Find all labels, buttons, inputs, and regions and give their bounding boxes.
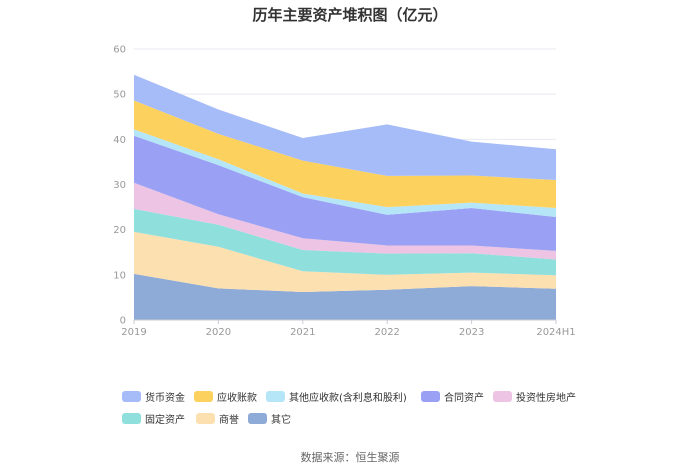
area-series-货币资金[interactable] bbox=[134, 74, 556, 180]
legend-label: 投资性房地产 bbox=[516, 393, 576, 404]
area-series-其它[interactable] bbox=[134, 273, 556, 320]
legend-label: 固定资产 bbox=[145, 415, 185, 426]
chart-title: 历年主要资产堆积图（亿元） bbox=[252, 6, 448, 24]
legend-label: 合同资产 bbox=[444, 393, 484, 404]
legend-label: 货币资金 bbox=[145, 393, 185, 404]
legend-item-投资性房地产[interactable]: 投资性房地产 bbox=[493, 389, 576, 404]
legend-swatch bbox=[196, 413, 215, 424]
area-series-其他应收款(含利息和股利)[interactable] bbox=[134, 129, 556, 217]
y-tick-label: 40 bbox=[113, 135, 126, 146]
y-tick-label: 60 bbox=[113, 45, 126, 56]
legend-label: 商誉 bbox=[219, 415, 239, 426]
legend-label: 应收账款 bbox=[217, 393, 257, 404]
x-tick-label: 2023 bbox=[459, 327, 484, 338]
legend-item-固定资产[interactable]: 固定资产 bbox=[122, 411, 185, 426]
legend-swatch bbox=[194, 391, 213, 402]
legend-item-其他应收款[interactable]: 其他应收款(含利息和股利) bbox=[266, 389, 407, 404]
y-tick-label: 30 bbox=[113, 180, 126, 191]
legend-item-其它[interactable]: 其它 bbox=[248, 411, 291, 426]
area-series-合同资产[interactable] bbox=[134, 135, 556, 251]
legend-swatch bbox=[421, 391, 440, 402]
legend-item-应收账款[interactable]: 应收账款 bbox=[194, 389, 257, 404]
legend-swatch bbox=[122, 413, 141, 424]
y-tick-label: 0 bbox=[120, 316, 126, 327]
y-tick-label: 20 bbox=[113, 225, 126, 236]
legend-label: 其他应收款(含利息和股利) bbox=[289, 393, 407, 404]
area-series-固定资产[interactable] bbox=[134, 208, 556, 276]
legend-swatch bbox=[266, 391, 285, 402]
x-tick-label: 2019 bbox=[121, 327, 146, 338]
area-series-商誉[interactable] bbox=[134, 231, 556, 292]
legend-swatch bbox=[493, 391, 512, 402]
legend-item-合同资产[interactable]: 合同资产 bbox=[421, 389, 484, 404]
area-series-group bbox=[134, 74, 556, 320]
x-tick-label: 2022 bbox=[374, 327, 399, 338]
data-source-note: 数据来源：恒生聚源 bbox=[300, 451, 400, 464]
y-tick-label: 10 bbox=[113, 270, 126, 281]
x-tick-label: 2021 bbox=[290, 327, 315, 338]
legend-label: 其它 bbox=[271, 415, 291, 426]
y-tick-label: 50 bbox=[113, 90, 126, 101]
legend-item-商誉[interactable]: 商誉 bbox=[196, 411, 239, 426]
axes: 0 10 20 30 40 50 60 2019 2020 2021 2022 2023 2024H1 bbox=[113, 45, 575, 339]
x-tick-label: 2020 bbox=[206, 327, 231, 338]
legend-item-货币资金[interactable]: 货币资金 bbox=[122, 389, 185, 404]
x-tick-label: 2024H1 bbox=[536, 327, 575, 338]
area-series-投资性房地产[interactable] bbox=[134, 182, 556, 260]
legend-swatch bbox=[248, 413, 267, 424]
legend-swatch bbox=[122, 391, 141, 402]
area-series-应收账款[interactable] bbox=[134, 100, 556, 209]
